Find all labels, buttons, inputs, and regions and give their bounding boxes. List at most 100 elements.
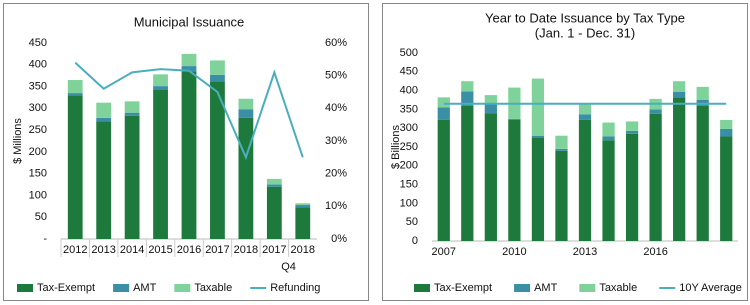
bar-segment [720,128,733,137]
legend-label: AMT [534,282,558,294]
bar-segment [602,122,615,137]
bar-segment [484,103,497,114]
bar-segment [437,119,450,241]
bar-segment [508,118,521,120]
bar-segment [67,93,83,96]
x-tick-label: 2018 [234,244,258,256]
legend-label: AMT [133,282,157,294]
bar-segment [696,105,709,241]
bar-segment [531,135,545,138]
x-tick-label: 2017 [205,244,229,256]
bar-segment [67,80,83,94]
y-tick-label: 500 [400,47,418,59]
bar-segment [555,148,568,151]
bar-segment [673,91,686,98]
legend-label: Tax-Exempt [434,282,492,294]
y-tick-label: 350 [400,103,418,115]
y-tick-label: 150 [400,179,418,191]
y-tick-label: 0 [412,235,418,247]
legend-label: Taxable [599,282,637,294]
bar-segment [508,119,521,241]
legend-swatch [17,284,33,292]
y-tick-label: 250 [400,141,418,153]
bar-segment [266,186,282,239]
legend-swatch [414,284,430,292]
bar-segment [238,117,254,239]
y-tick-label: 250 [29,124,47,136]
bar-segment [181,53,197,67]
x-tick-label: 2007 [432,246,456,258]
bar-segment [181,71,197,239]
bar-segment [555,150,568,241]
bar-segment [531,137,545,241]
y-tick-label: 150 [29,168,47,180]
y2-tick-label: 60% [325,37,347,49]
legend-label: Taxable [194,282,232,294]
x-tick-label: 2012 [63,244,87,256]
y2-tick-label: 10% [325,200,347,212]
chart-panel: Municipal Issuance $ Millions - 50 100 150 200… [3,3,369,301]
bar-segment [238,109,254,118]
x-tick-label: 2016 [643,246,667,258]
panel-border [382,3,748,301]
bar-segment [181,66,197,72]
y-tick-label: 350 [29,80,47,92]
y-tick-label: 400 [29,59,47,71]
legend-swatch [174,284,191,292]
x-tick-label: 2015 [148,244,172,256]
bar-segment [210,60,225,75]
x-tick-label: 2016 [177,244,201,256]
y2-tick-label: 30% [325,135,347,147]
bar-segment [153,89,168,239]
bar-segment [578,119,592,241]
y2-tick-label: 0% [331,233,347,245]
bar-segment [555,135,568,149]
bar-segment [295,205,311,208]
x-tick-label: 2010 [502,246,526,258]
y-tick-label: 450 [29,37,47,49]
x-tick-label: 2013 [573,246,597,258]
x-group-label: Q4 [281,261,296,273]
bar-segment [210,74,225,82]
line-series [74,61,304,161]
bar-segment [461,81,474,92]
bar-segment [720,119,733,129]
y-tick-label: 200 [29,146,47,158]
x-tick-label: 2018 [291,244,315,256]
bar-segment [96,121,112,239]
bar-segment [578,114,592,120]
y-axis-label: $ Millions [12,118,24,164]
bar-segment [96,117,112,122]
y-tick-label: 50 [406,216,418,228]
y-tick-label: 100 [400,197,418,209]
bar-segment [96,102,112,118]
bar-segment [124,112,140,116]
y2-tick-label: 20% [325,168,347,180]
bar-segment [673,81,686,92]
bar-segment [210,81,225,239]
legend-label: 10Y Average [679,282,742,294]
bar-segment [124,101,140,113]
legend-swatch [579,284,596,292]
bar-segment [696,86,709,100]
y-tick-label: 450 [400,66,418,78]
y-tick-label: - [43,233,47,245]
bar-segment [295,207,311,239]
bar-segment [649,109,662,114]
legend-swatch [113,284,130,292]
chart-title: Municipal Issuance [134,14,245,29]
bar-segment [295,203,311,206]
bar-segment [153,86,168,90]
bar-segment [625,121,639,131]
bar-segment [602,136,615,141]
bar-segment [67,95,83,240]
bar-segment [437,97,450,108]
chart-panel: Year to Date Issuance by Tax Type(Jan. 1… [382,3,748,301]
panel-border [3,3,369,301]
y2-tick-label: 40% [325,102,347,114]
bar-segment [531,78,545,136]
bar-segment [625,130,639,134]
bar-segment [649,113,662,241]
bar-segment [461,91,474,106]
